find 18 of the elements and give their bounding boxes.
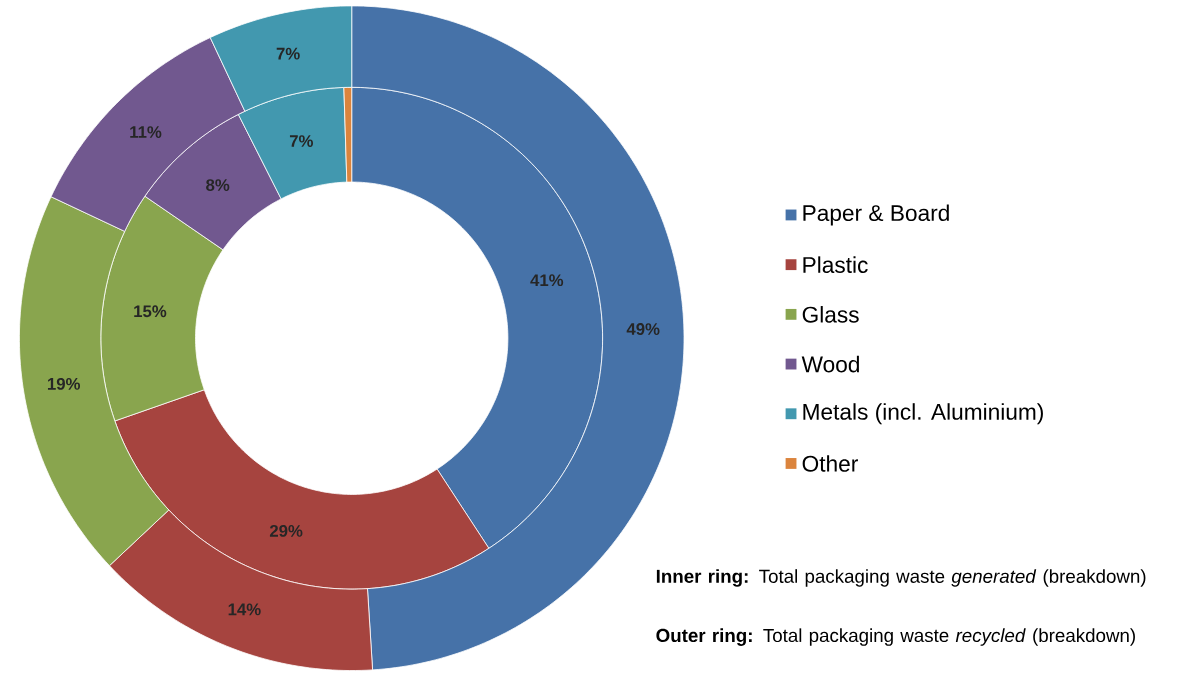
data-label: 14% (228, 603, 261, 616)
legend-label: Paper & Board (803, 204, 949, 226)
legend-label: Metals (incl. Aluminium) (803, 403, 1043, 425)
data-label: 7% (276, 47, 300, 60)
data-label: 11% (130, 126, 162, 138)
legend-label: Other (802, 455, 858, 472)
data-label: 15% (134, 305, 167, 318)
legend-label: Wood (801, 355, 859, 373)
data-label: 49% (626, 323, 660, 335)
text: Outer ring: Total packaging waste recycled (breakdown) (656, 628, 1135, 646)
data-label: 7% (289, 135, 314, 147)
legend-label: Plastic (803, 256, 868, 273)
data-label: 19% (47, 377, 81, 390)
data-label: 29% (269, 524, 303, 537)
data-label: 8% (206, 179, 230, 191)
legend-label: Glass (802, 305, 859, 323)
text: Inner ring: Total packaging waste generated (breakdown) (656, 569, 1146, 587)
data-label: 41% (530, 274, 564, 287)
